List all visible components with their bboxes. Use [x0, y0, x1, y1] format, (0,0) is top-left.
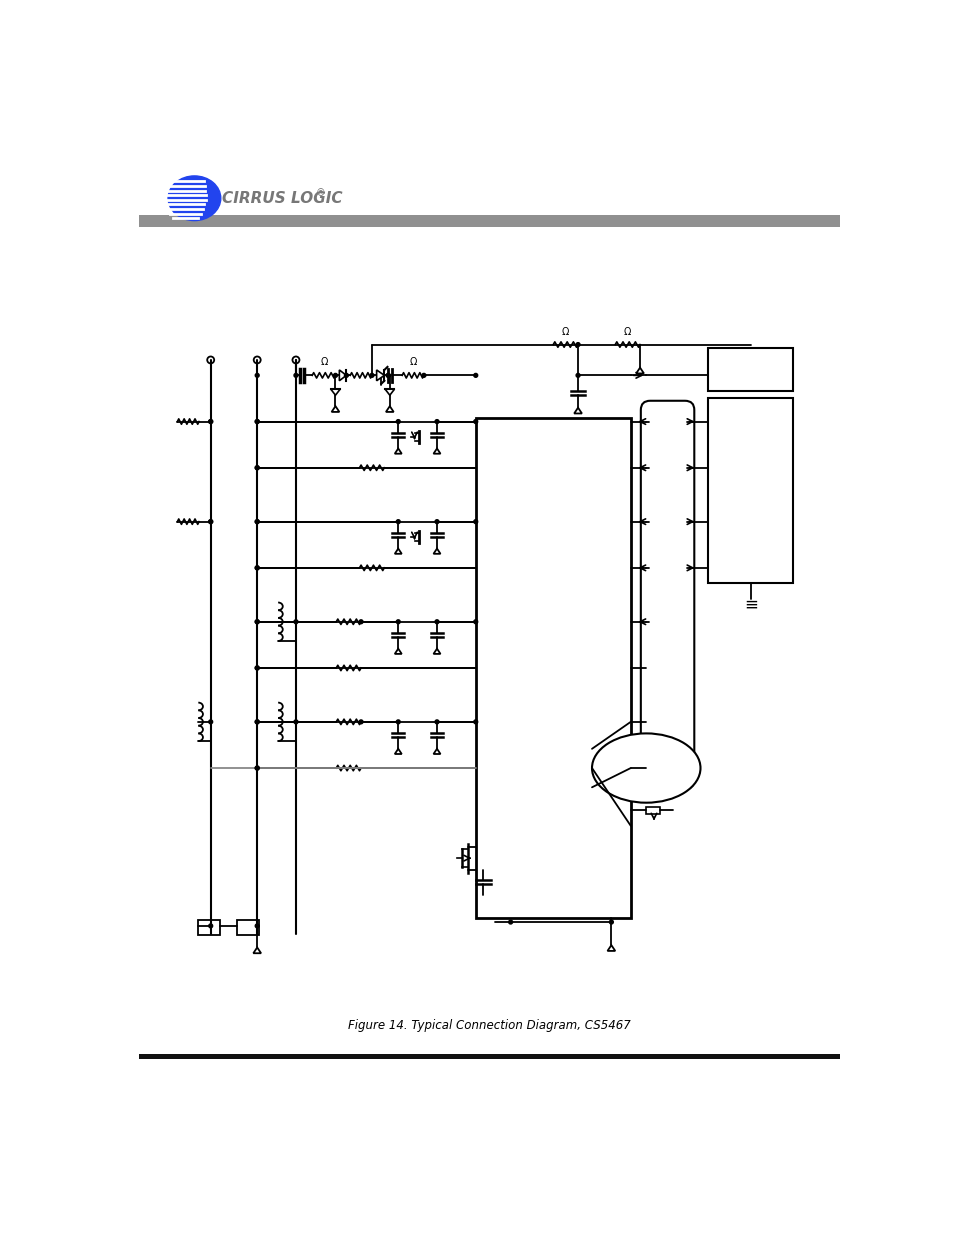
Circle shape [255, 373, 259, 377]
Text: Ω: Ω [561, 327, 569, 337]
Text: Ω: Ω [623, 327, 631, 337]
Bar [707, 348, 793, 390]
Circle shape [255, 466, 259, 469]
Polygon shape [574, 408, 581, 414]
Text: ≡: ≡ [743, 595, 757, 614]
Polygon shape [433, 548, 440, 553]
Polygon shape [395, 648, 401, 653]
Circle shape [255, 666, 259, 669]
FancyBboxPatch shape [640, 401, 694, 789]
Bar [138, 215, 840, 227]
Circle shape [255, 924, 259, 927]
Circle shape [255, 766, 259, 769]
Circle shape [209, 420, 213, 424]
Circle shape [294, 720, 297, 724]
Circle shape [609, 920, 613, 924]
Circle shape [435, 420, 438, 424]
Circle shape [255, 520, 259, 524]
Bar [236, 920, 258, 935]
Circle shape [435, 720, 438, 724]
Text: Figure 14. Typical Connection Diagram, CS5467: Figure 14. Typical Connection Diagram, C… [347, 1020, 630, 1032]
Ellipse shape [592, 734, 700, 803]
Ellipse shape [168, 175, 220, 221]
Circle shape [508, 920, 512, 924]
Circle shape [255, 520, 259, 524]
Circle shape [435, 620, 438, 624]
Polygon shape [331, 389, 340, 395]
Circle shape [255, 720, 259, 724]
Circle shape [474, 373, 477, 377]
Polygon shape [385, 389, 394, 395]
Polygon shape [332, 406, 339, 412]
Text: CIRRUS LOGIC: CIRRUS LOGIC [222, 190, 342, 206]
Circle shape [255, 620, 259, 624]
Circle shape [255, 420, 259, 424]
Circle shape [209, 520, 213, 524]
Circle shape [209, 420, 213, 424]
Circle shape [395, 420, 399, 424]
Bar [138, 1055, 840, 1060]
Circle shape [386, 373, 390, 377]
Polygon shape [607, 945, 615, 951]
Circle shape [255, 566, 259, 569]
Polygon shape [433, 448, 440, 453]
Polygon shape [636, 368, 643, 373]
Bar [198, 920, 220, 935]
Bar [645, 806, 659, 814]
Circle shape [474, 720, 477, 724]
Circle shape [421, 373, 425, 377]
Circle shape [334, 373, 337, 377]
Polygon shape [395, 748, 401, 755]
Circle shape [255, 420, 259, 424]
Circle shape [370, 373, 374, 377]
Circle shape [344, 373, 348, 377]
Circle shape [435, 520, 438, 524]
Polygon shape [395, 448, 401, 453]
Polygon shape [376, 370, 384, 380]
Circle shape [395, 620, 399, 624]
Polygon shape [433, 648, 440, 653]
Circle shape [358, 720, 362, 724]
Circle shape [255, 766, 259, 769]
Circle shape [255, 620, 259, 624]
Text: ®: ® [315, 188, 325, 198]
Bar [476, 417, 630, 918]
Circle shape [576, 342, 579, 347]
Circle shape [474, 620, 477, 624]
Circle shape [474, 420, 477, 424]
Polygon shape [253, 947, 261, 953]
Circle shape [255, 466, 259, 469]
Text: Ω: Ω [409, 357, 416, 367]
Circle shape [395, 520, 399, 524]
Polygon shape [395, 548, 401, 553]
Circle shape [255, 720, 259, 724]
Polygon shape [433, 748, 440, 755]
Circle shape [209, 924, 213, 927]
Circle shape [255, 566, 259, 569]
Circle shape [209, 720, 213, 724]
Polygon shape [386, 406, 394, 412]
Circle shape [209, 520, 213, 524]
Circle shape [395, 720, 399, 724]
Circle shape [358, 620, 362, 624]
Bar [707, 399, 793, 583]
Circle shape [255, 666, 259, 669]
Circle shape [474, 520, 477, 524]
Circle shape [386, 373, 390, 377]
Circle shape [294, 620, 297, 624]
Circle shape [576, 373, 579, 377]
Text: Ω: Ω [320, 357, 327, 367]
Circle shape [294, 373, 297, 377]
Polygon shape [339, 370, 346, 380]
